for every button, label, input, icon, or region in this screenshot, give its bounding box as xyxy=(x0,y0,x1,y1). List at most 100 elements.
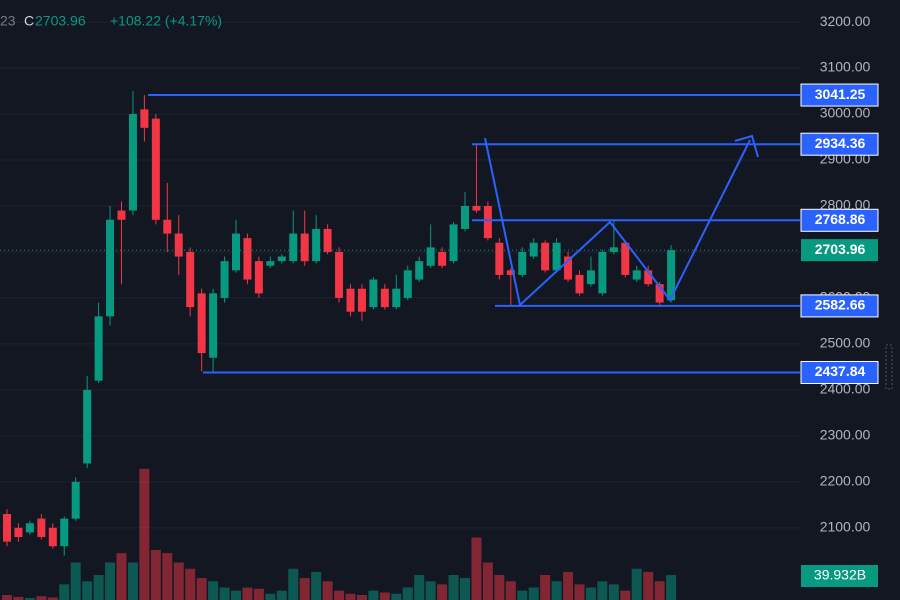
candle-body xyxy=(140,109,149,128)
candle-body xyxy=(254,261,263,294)
volume-bar xyxy=(82,581,93,600)
candle-body xyxy=(346,288,355,312)
candle-body xyxy=(632,270,641,280)
volume-bar xyxy=(24,598,35,600)
volume-bar xyxy=(597,581,608,600)
candle-body xyxy=(609,247,618,252)
candle-body xyxy=(449,224,458,262)
volume-bar xyxy=(631,568,642,600)
volume-bar xyxy=(299,578,310,600)
volume-bar xyxy=(127,562,138,600)
volume-bar xyxy=(105,562,116,600)
candle-body xyxy=(357,288,366,312)
volume-bar xyxy=(437,584,448,600)
candle-body xyxy=(598,251,607,294)
volume-bar xyxy=(666,575,677,600)
candle-body xyxy=(163,219,172,234)
volume-bar xyxy=(59,584,70,600)
header-change: +108.22 (+4.17%) xyxy=(110,13,222,29)
header-date: 23 xyxy=(0,13,16,29)
volume-bar xyxy=(116,553,127,600)
volume-bar xyxy=(322,581,333,600)
candle-body xyxy=(438,251,447,266)
zigzag xyxy=(484,137,751,307)
y-tick-label: 3100.00 xyxy=(820,59,871,75)
candle-body xyxy=(48,527,57,547)
volume-bar xyxy=(242,587,253,600)
candle-body xyxy=(415,261,424,280)
volume-bar xyxy=(173,562,184,600)
volume-label: 39.932B xyxy=(814,567,866,583)
candle-body xyxy=(392,288,401,308)
level-label-box xyxy=(800,360,879,384)
volume-bar xyxy=(368,590,379,600)
candle-body xyxy=(83,389,92,464)
candle-body xyxy=(518,251,527,275)
candle-body xyxy=(266,261,275,266)
volume-bar xyxy=(643,571,654,600)
volume-bar xyxy=(448,575,459,600)
y-tick-label: 2100.00 xyxy=(820,519,871,535)
volume-bar xyxy=(654,581,665,600)
candle-body xyxy=(3,514,11,542)
level-label-box xyxy=(800,294,879,318)
candle-body xyxy=(106,219,115,317)
candle-body xyxy=(552,242,561,271)
volume-bar xyxy=(540,575,551,600)
volume-bar xyxy=(185,568,196,600)
volume-bar xyxy=(494,575,505,600)
volume-bar xyxy=(231,590,241,600)
candle-body xyxy=(403,270,412,298)
volume-bar xyxy=(208,581,219,600)
candle-body xyxy=(71,481,80,519)
candle-body xyxy=(323,228,332,252)
volume-bar xyxy=(482,562,493,600)
volume-bar xyxy=(471,537,482,600)
volume-bar xyxy=(93,575,104,600)
scroll-handle[interactable] xyxy=(885,344,893,390)
candle-body xyxy=(380,288,389,308)
candle-body xyxy=(94,316,103,381)
candle-body xyxy=(289,233,298,262)
level-label: 2768.86 xyxy=(815,211,866,227)
volume-bar xyxy=(311,571,322,600)
candle-body xyxy=(174,233,183,257)
volume-label-box xyxy=(801,565,878,587)
level-label: 2934.36 xyxy=(815,135,866,151)
volume-bar xyxy=(505,581,516,600)
candle-body xyxy=(197,293,206,354)
candle-body xyxy=(209,293,218,358)
candle-body xyxy=(667,250,676,301)
candle-body xyxy=(495,242,504,275)
candle-body xyxy=(128,114,137,211)
level-label-box xyxy=(800,132,879,156)
level-label-box xyxy=(800,83,879,107)
volume-bar xyxy=(425,581,436,600)
volume-bar xyxy=(585,587,596,600)
candle-body xyxy=(655,284,664,303)
level-label: 2437.84 xyxy=(815,363,866,379)
volume-bar xyxy=(414,575,425,600)
volume-bar xyxy=(402,587,413,600)
level-label: 3041.25 xyxy=(815,86,866,102)
candle-body xyxy=(541,242,550,271)
y-tick-label: 3200.00 xyxy=(820,13,871,29)
volume-bar xyxy=(276,590,287,600)
volume-bar xyxy=(460,578,470,600)
pattern-drawing xyxy=(484,134,759,307)
candle-body xyxy=(335,251,344,298)
candle-body xyxy=(25,523,34,533)
candle-body xyxy=(575,274,584,294)
candle-body xyxy=(564,256,573,280)
volume-bar xyxy=(162,553,173,600)
header-close-prefix: C xyxy=(24,13,34,29)
candle-body xyxy=(312,228,321,262)
y-tick-label: 2400.00 xyxy=(820,381,871,397)
candle-body xyxy=(369,279,378,308)
candle-body xyxy=(60,518,69,547)
volume-bar xyxy=(551,581,562,600)
candle-body xyxy=(621,242,630,275)
candle-body xyxy=(117,210,126,220)
volume-bar xyxy=(379,592,390,600)
volume-bar xyxy=(528,587,539,600)
